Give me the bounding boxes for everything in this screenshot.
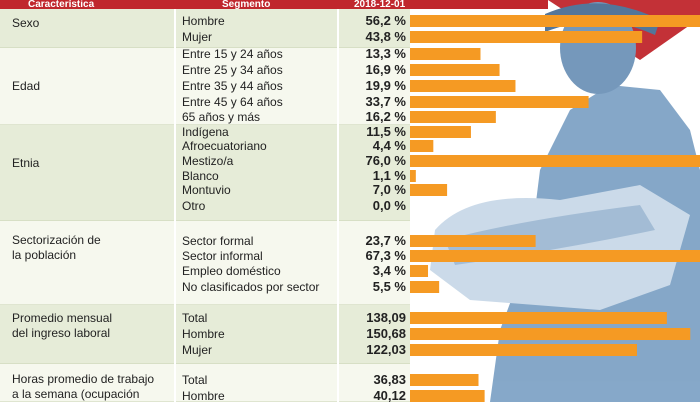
value-label: 16,2 % [365, 109, 406, 124]
bar-etnia-4 [410, 184, 448, 196]
segment-label: Sector formal [182, 234, 254, 248]
segment-label: Montuvio [182, 183, 231, 197]
segment-label: Total [182, 311, 208, 325]
bar-horas-promedio-de-tr-0 [410, 374, 479, 386]
segment-label: 65 años y más [182, 110, 261, 124]
segment-label: Hombre [182, 327, 225, 341]
group-band [0, 305, 410, 364]
header-characteristic: Característica [28, 0, 95, 9]
bar-promedio-mensual-del-2 [410, 344, 637, 356]
bar-promedio-mensual-del-0 [410, 312, 667, 324]
bar-edad-1 [410, 64, 500, 76]
value-label: 7,0 % [372, 182, 406, 197]
bar-sectorizaci-n-de-la--3 [410, 281, 440, 293]
group-band [0, 364, 410, 402]
segment-label: Hombre [182, 389, 225, 402]
group-label: Promedio mensual del ingreso laboral [12, 311, 112, 341]
segment-label: Otro [182, 199, 206, 213]
segment-label: Entre 25 y 34 años [182, 63, 283, 77]
bar-edad-2 [410, 80, 516, 92]
value-label: 40,12 [373, 388, 406, 402]
value-label: 0,0 % [372, 198, 406, 213]
segment-label: Hombre [182, 14, 225, 28]
bar-etnia-3 [410, 170, 416, 182]
group-label: Horas promedio de trabajo a la semana (oc… [12, 372, 154, 402]
bar-sectorizaci-n-de-la--1 [410, 250, 700, 262]
bar-etnia-0 [410, 126, 471, 138]
bar-edad-4 [410, 111, 496, 123]
bar-etnia-2 [410, 155, 700, 167]
group-band [0, 9, 410, 48]
group-label-line: Sectorización de [12, 233, 101, 247]
group-label-line: Edad [12, 79, 41, 93]
value-label: 5,5 % [372, 279, 406, 294]
bar-horas-promedio-de-tr-1 [410, 390, 485, 402]
bar-sectorizaci-n-de-la--2 [410, 265, 429, 277]
segment-label: Entre 35 y 44 años [182, 79, 283, 93]
bar-sexo-0 [410, 15, 700, 27]
segment-label: Blanco [182, 169, 219, 183]
header-segment: Segmento [222, 0, 271, 9]
group-label: Sectorización de la población [12, 233, 101, 263]
value-label: 76,0 % [365, 153, 406, 168]
segment-label: Mestizo/a [182, 154, 234, 168]
group-label-line: Sexo [12, 16, 40, 30]
value-label: 19,9 % [365, 78, 406, 93]
header-bar [0, 0, 548, 9]
segment-label: Empleo doméstico [182, 264, 281, 278]
bar-promedio-mensual-del-1 [410, 328, 691, 340]
group-label-line: Promedio mensual [12, 311, 113, 325]
value-label: 122,03 [366, 342, 406, 357]
segment-label: Entre 45 y 64 años [182, 95, 283, 109]
bar-edad-0 [410, 48, 481, 60]
group-band [0, 221, 410, 305]
segment-label: Sector informal [182, 249, 263, 263]
value-label: 33,7 % [365, 94, 406, 109]
segment-label: Mujer [182, 30, 213, 44]
value-label: 16,9 % [365, 62, 406, 77]
segment-label: Entre 15 y 24 años [182, 47, 283, 61]
bar-sectorizaci-n-de-la--0 [410, 235, 536, 247]
bar-edad-3 [410, 96, 589, 108]
value-label: 138,09 [366, 310, 406, 325]
value-label: 67,3 % [365, 248, 406, 263]
value-label: 3,4 % [372, 263, 406, 278]
group-band [0, 48, 410, 125]
value-label: 23,7 % [365, 233, 406, 248]
value-label: 36,83 [373, 372, 406, 387]
value-label: 1,1 % [372, 168, 406, 183]
group-label: Etnia [12, 156, 39, 171]
group-label-line: la población [12, 248, 77, 262]
segment-label: Indígena [182, 125, 229, 139]
value-label: 11,5 % [366, 124, 406, 139]
header-date: 2018-12-01 [354, 0, 406, 9]
bar-etnia-1 [410, 140, 434, 152]
value-label: 43,8 % [365, 29, 406, 44]
segment-label: Afroecuatoriano [182, 139, 267, 153]
group-label-line: Etnia [12, 156, 40, 170]
segment-label: Mujer [182, 343, 213, 357]
value-label: 13,3 % [365, 46, 406, 61]
group-label-line: Horas promedio de trabajo [12, 372, 155, 386]
group-band [0, 125, 410, 221]
group-label: Sexo [12, 16, 39, 31]
value-label: 150,68 [366, 326, 406, 341]
bar-sexo-1 [410, 31, 643, 43]
group-label: Edad [12, 79, 40, 94]
segment-label: No clasificados por sector [182, 280, 320, 294]
group-label-line: a la semana (ocupación [12, 387, 140, 401]
segment-label: Total [182, 373, 208, 387]
group-label-line: del ingreso laboral [12, 326, 111, 340]
value-label: 4,4 % [372, 138, 406, 153]
value-label: 56,2 % [365, 13, 406, 28]
